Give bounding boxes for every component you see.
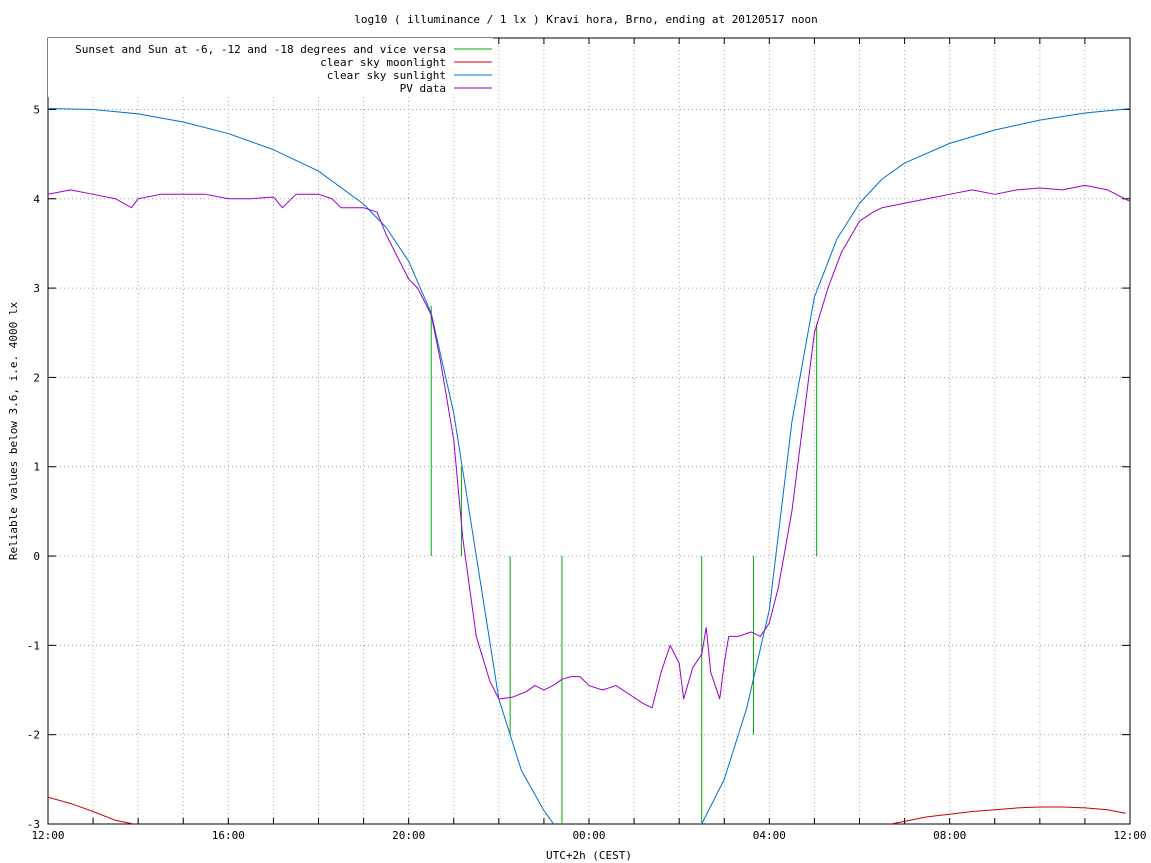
series-sunset-and-sun-at-6-12-and-18-degrees-and-vice-versa bbox=[430, 305, 818, 824]
y-ticks: -3 -2 -1 0 1 2 3 4 5 bbox=[27, 103, 1130, 831]
legend: Sunset and Sun at -6, -12 and -18 degree… bbox=[48, 38, 493, 97]
x-tick-label: 20:00 bbox=[392, 829, 425, 842]
x-tick-label: 16:00 bbox=[212, 829, 245, 842]
y-tick-label: -2 bbox=[27, 729, 40, 742]
x-tick-label: 08:00 bbox=[933, 829, 966, 842]
y-tick-label: 4 bbox=[33, 193, 40, 206]
y-tick-label: 3 bbox=[33, 282, 40, 295]
series-line bbox=[48, 184, 1130, 709]
series-clear-sky-sunlight bbox=[48, 108, 1130, 824]
x-tick-label: 12:00 bbox=[31, 829, 64, 842]
y-tick-label: 0 bbox=[33, 550, 40, 563]
x-tick-label: 04:00 bbox=[753, 829, 786, 842]
legend-label: clear sky sunlight bbox=[327, 69, 446, 82]
legend-label: clear sky moonlight bbox=[320, 56, 446, 69]
series-clear-sky-moonlight bbox=[48, 796, 1126, 824]
legend-label: PV data bbox=[400, 82, 446, 95]
y-axis-label: Reliable values below 3.6, i.e. 4000 lx bbox=[7, 301, 20, 560]
y-tick-label: -3 bbox=[27, 818, 40, 831]
y-tick-label: -1 bbox=[27, 639, 40, 652]
series-line bbox=[48, 108, 1130, 824]
x-tick-label: 00:00 bbox=[572, 829, 605, 842]
x-axis-label: UTC+2h (CEST) bbox=[546, 849, 632, 862]
y-tick-label: 2 bbox=[33, 371, 40, 384]
moonlight-line bbox=[48, 796, 134, 824]
legend-background bbox=[48, 38, 493, 97]
series-group bbox=[48, 108, 1130, 824]
legend-label: Sunset and Sun at -6, -12 and -18 degree… bbox=[75, 43, 446, 56]
chart-title: log10 ( illuminance / 1 lx ) Kravi hora,… bbox=[354, 13, 818, 26]
y-tick-label: 1 bbox=[33, 461, 40, 474]
moonlight-line bbox=[890, 806, 1126, 824]
y-tick-label: 5 bbox=[33, 103, 40, 116]
series-pv-data bbox=[48, 184, 1130, 709]
grid bbox=[48, 38, 1130, 824]
x-tick-label: 12:00 bbox=[1113, 829, 1146, 842]
